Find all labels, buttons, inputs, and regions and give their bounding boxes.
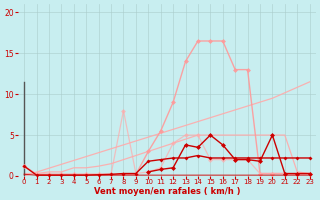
X-axis label: Vent moyen/en rafales ( km/h ): Vent moyen/en rafales ( km/h ) <box>94 187 240 196</box>
